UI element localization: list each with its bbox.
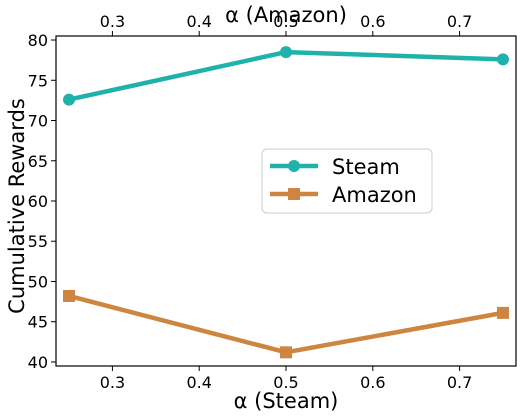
y-tick-label: 80: [28, 31, 48, 50]
x-top-tick-label: 0.6: [360, 12, 385, 31]
x-axis-top: 0.3 0.4 0.5 0.6 0.7: [100, 12, 472, 36]
x-tick-label: 0.6: [360, 373, 385, 392]
y-tick-label: 75: [28, 71, 48, 90]
legend-label-steam: Steam: [332, 155, 400, 179]
steam-point: [496, 53, 509, 66]
y-tick-label: 45: [28, 313, 48, 332]
x-axis-bottom: 0.3 0.4 0.5 0.6 0.7: [100, 366, 472, 392]
x-tick-label: 0.4: [186, 373, 211, 392]
y-tick-label: 55: [28, 232, 48, 251]
y-tick-label: 60: [28, 192, 48, 211]
x-axis-title-bottom: α (Steam): [234, 389, 339, 413]
legend: Steam Amazon: [261, 148, 433, 214]
steam-point: [280, 46, 292, 59]
x-tick-label: 0.7: [447, 373, 472, 392]
legend-label-amazon: Amazon: [332, 183, 417, 207]
series-steam: [63, 46, 509, 106]
x-axis-title-top: α (Amazon): [225, 3, 347, 27]
y-axis-title: Cumulative Rewards: [5, 98, 29, 314]
series-layer: [63, 46, 509, 359]
amazon-point: [280, 346, 292, 359]
x-tick-label: 0.5: [273, 373, 298, 392]
x-top-tick-label: 0.5: [273, 12, 298, 31]
amazon-point: [63, 289, 76, 302]
x-top-tick-label: 0.4: [186, 12, 211, 31]
y-tick-label: 70: [28, 112, 48, 131]
x-top-tick-label: 0.7: [447, 12, 472, 31]
y-axis: 40 45 50 55 60 65 70 75 80: [28, 31, 56, 372]
legend-marker-steam: [288, 160, 300, 172]
amazon-point: [496, 306, 509, 319]
y-tick-label: 50: [28, 272, 48, 291]
y-tick-label: 40: [28, 353, 48, 372]
steam-point: [63, 93, 76, 106]
x-tick-label: 0.3: [100, 373, 125, 392]
series-amazon: [63, 289, 509, 359]
x-top-tick-label: 0.3: [100, 12, 125, 31]
legend-marker-amazon: [288, 188, 300, 200]
y-tick-label: 65: [28, 152, 48, 171]
